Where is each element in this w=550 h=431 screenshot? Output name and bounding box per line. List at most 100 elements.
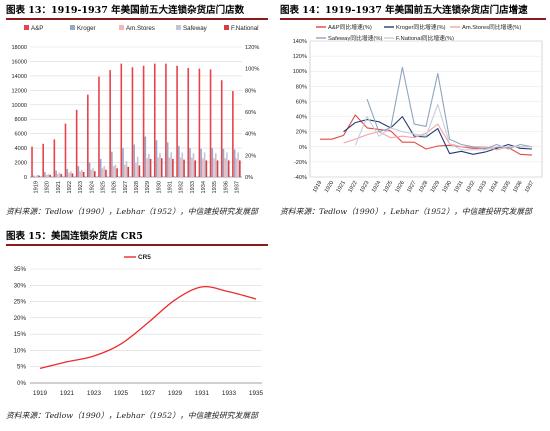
y-tick: 25% xyxy=(14,299,27,306)
series-line-0 xyxy=(320,114,533,156)
bar-Am.Stores-1920 xyxy=(45,174,48,177)
bar-Safeway-1919 xyxy=(36,174,39,177)
bar-Kroger-1933 xyxy=(189,148,191,177)
panel-cr5: 图表 15：美国连锁杂货店 CR5 CR5 0% 5% 10% 15% 20% 25% 30%… xyxy=(6,230,268,430)
bar-F.National-1926 xyxy=(116,168,118,177)
bar-Kroger-1928 xyxy=(133,144,135,177)
series-line-4 xyxy=(354,103,532,151)
x-tick: 1923 xyxy=(87,390,102,397)
bar-Am.Stores-1924 xyxy=(90,169,93,177)
bar-A&P-1937 xyxy=(232,91,234,177)
plot-frame xyxy=(309,40,543,178)
bar-Am.Stores-1929 xyxy=(146,158,148,177)
x-tick: 1920 xyxy=(324,180,335,194)
panel-15-source: 资料来源：Tedlow（1990），Lebhar（1952），中信建投研究发展部 xyxy=(6,411,258,420)
panel-13-title: 图表 13：1919-1937 年美国前五大连锁杂货店门店数 xyxy=(6,4,268,20)
bar-F.National-1929 xyxy=(149,158,152,177)
x-tick: 1933 xyxy=(222,390,237,397)
bar-A&P-1931 xyxy=(165,63,167,177)
bar-Kroger-1919 xyxy=(32,175,35,177)
y-tick: 60% xyxy=(296,99,307,105)
y-tick: 0% xyxy=(17,380,26,387)
bar-A&P-1920 xyxy=(42,143,44,177)
x-tick: 1923 xyxy=(359,180,370,194)
y-tick: 5% xyxy=(17,364,26,371)
y-left-tick: 8000 xyxy=(15,117,27,123)
x-tick: 1931 xyxy=(195,390,210,397)
y-tick: 30% xyxy=(14,282,27,289)
bar-Kroger-1920 xyxy=(44,171,46,177)
y-tick: -40% xyxy=(294,175,307,181)
bar-Kroger-1927 xyxy=(122,148,124,177)
legend-swatch-1 xyxy=(70,25,75,30)
bar-F.National-1921 xyxy=(60,174,63,177)
bar-F.National-1927 xyxy=(127,166,130,177)
x-tick: 1929 xyxy=(145,181,151,193)
bar-A&P-1929 xyxy=(142,65,145,177)
bar-A&P-1919 xyxy=(31,146,33,177)
x-tick: 1925 xyxy=(383,180,394,194)
y-right-tick: 100% xyxy=(245,67,259,73)
y-tick: 80% xyxy=(296,84,307,90)
legend-label-0: A&P同比增速(%) xyxy=(328,23,372,31)
x-tick: 1933 xyxy=(190,181,196,193)
bar-Kroger-1923 xyxy=(77,166,80,177)
bar-Am.Stores-1923 xyxy=(79,171,81,177)
y-tick: 0% xyxy=(299,145,307,151)
bar-F.National-1934 xyxy=(205,160,208,177)
y-left-tick: 18000 xyxy=(11,45,27,51)
cr5-chart: CR5 0% 5% 10% 15% 20% 25% 30% 35% 1919 1921 1923 192… xyxy=(14,254,264,397)
x-tick: 1921 xyxy=(56,181,62,193)
panel-13-source: 资料来源：Tedlow（1990），Lebhar（1952），中信建投研究发展部 xyxy=(6,207,258,216)
y-right-tick: 0% xyxy=(245,175,253,181)
bar-Am.Stores-1930 xyxy=(157,157,160,177)
bar-Safeway-1925 xyxy=(103,166,105,177)
x-tick: 1935 xyxy=(249,390,264,397)
bar-Kroger-1937 xyxy=(233,149,236,177)
x-tick: 1931 xyxy=(167,181,173,193)
bar-Am.Stores-1922 xyxy=(68,172,70,177)
x-tick: 1919 xyxy=(312,180,323,194)
bar-F.National-1930 xyxy=(160,158,163,177)
bar-Am.Stores-1928 xyxy=(135,162,137,177)
bar-Kroger-1934 xyxy=(200,148,202,177)
bar-Am.Stores-1926 xyxy=(112,166,115,177)
legend-label-2: Am.Stores xyxy=(126,25,155,32)
bar-A&P-1934 xyxy=(198,68,201,177)
panel-store-growth: 图表 14：1919-1937 年美国前五大连锁杂货店门店增速 A&P同比增速(… xyxy=(280,4,546,218)
panel-15-title: 图表 15：美国连锁杂货店 CR5 xyxy=(6,230,268,246)
legend-label-3: Safeway同比增速(%) xyxy=(328,34,383,42)
x-tick: 1935 xyxy=(212,181,218,193)
x-tick: 1928 xyxy=(418,180,429,194)
x-tick: 1919 xyxy=(33,390,48,397)
y-right-tick: 60% xyxy=(245,110,256,116)
y-right-tick: 40% xyxy=(245,132,256,138)
legend-label-1: Kroger xyxy=(77,25,96,32)
bar-Kroger-1931 xyxy=(166,142,169,177)
bar-F.National-1933 xyxy=(194,160,197,177)
series-line-3 xyxy=(366,66,533,150)
y-left-tick: 12000 xyxy=(11,88,27,94)
bar-Am.Stores-1932 xyxy=(179,157,182,177)
x-tick: 1936 xyxy=(223,181,229,193)
y-left-tick: 14000 xyxy=(11,74,27,80)
bar-Am.Stores-1919 xyxy=(34,176,37,177)
x-tick: 1923 xyxy=(78,181,84,193)
legend-label-4: F.National同比增速(%) xyxy=(396,34,454,42)
bar-F.National-1936 xyxy=(227,160,230,177)
bar-A&P-1924 xyxy=(87,94,89,177)
bar-Safeway-1935 xyxy=(214,153,217,177)
bar-Safeway-1934 xyxy=(203,152,206,177)
y-left-tick: 2000 xyxy=(15,161,27,167)
bar-A&P-1921 xyxy=(53,139,56,177)
bar-Safeway-1929 xyxy=(148,153,150,177)
y-left-tick: 4000 xyxy=(15,146,27,152)
y-left-tick: 0 xyxy=(24,175,27,181)
x-tick: 1927 xyxy=(141,390,156,397)
legend-label-3: Safeway xyxy=(183,25,208,32)
cr5-line xyxy=(39,286,257,369)
y-tick: 10% xyxy=(14,347,27,354)
bar-A&P-1925 xyxy=(98,76,100,177)
bar-Am.Stores-1937 xyxy=(235,158,238,177)
x-tick: 1931 xyxy=(453,180,464,194)
